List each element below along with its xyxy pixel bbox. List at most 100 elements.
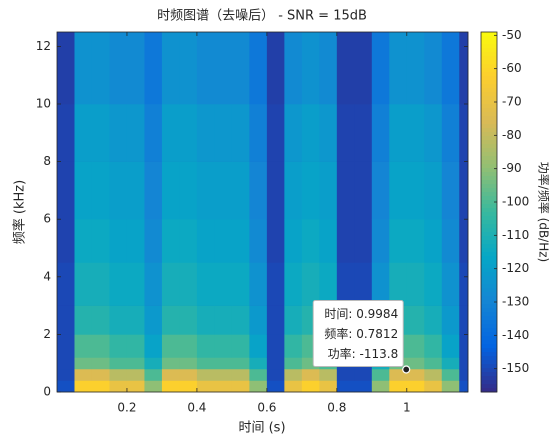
heatmap-cell: [231, 104, 250, 162]
heatmap-cell: [406, 334, 425, 358]
datatip-line: 功率: -113.8: [328, 346, 399, 361]
heatmap-cell: [109, 32, 128, 105]
heatmap-cell: [161, 104, 180, 162]
colorbar-segment: [481, 204, 497, 209]
colorbar-segment: [481, 336, 497, 341]
colorbar-segment: [481, 192, 497, 197]
colorbar-segment: [481, 252, 497, 257]
heatmap-cell: [231, 380, 250, 393]
colorbar-tick-label: -60: [502, 61, 522, 75]
heatmap-cell: [179, 104, 198, 162]
heatmap-cell: [319, 32, 338, 105]
colorbar-tick-label: -150: [502, 361, 529, 375]
heatmap-cell: [459, 262, 469, 306]
heatmap-cell: [179, 219, 198, 263]
heatmap-cell: [126, 262, 145, 306]
heatmap-cell: [196, 32, 215, 105]
heatmap-cell: [231, 161, 250, 220]
heatmap-cell: [179, 368, 198, 381]
heatmap-cell: [301, 32, 320, 105]
colorbar-segment: [481, 72, 497, 77]
colorbar-segment: [481, 120, 497, 125]
colorbar-segment: [481, 48, 497, 53]
heatmap-cell: [354, 32, 373, 105]
heatmap-cell: [179, 262, 198, 306]
heatmap-cell: [196, 104, 215, 162]
heatmap-cell: [284, 357, 303, 370]
colorbar-segment: [481, 116, 497, 121]
heatmap-cell: [91, 219, 110, 263]
x-tick-label: 0.8: [327, 401, 346, 415]
heatmap-cell: [319, 368, 338, 381]
heatmap-cell: [214, 368, 233, 381]
heatmap-cell: [57, 357, 75, 370]
heatmap-cell: [74, 334, 93, 358]
colorbar-segment: [481, 380, 497, 385]
colorbar-segment: [481, 32, 497, 37]
colorbar-segment: [481, 108, 497, 113]
heatmap-cell: [74, 219, 93, 263]
colorbar-segment: [481, 216, 497, 221]
datatip-box: [312, 300, 404, 368]
heatmap-cell: [126, 357, 145, 370]
heatmap-cell: [91, 380, 110, 393]
colorbar-segment: [481, 260, 497, 265]
colorbar-segment: [481, 292, 497, 297]
y-tick-label: 8: [43, 154, 51, 168]
colorbar-segment: [481, 40, 497, 45]
heatmap-cell: [371, 219, 390, 263]
heatmap-cell: [214, 262, 233, 306]
colorbar-segment: [481, 176, 497, 181]
heatmap-cell: [74, 368, 93, 381]
heatmap-cell: [406, 305, 425, 335]
heatmap-cell: [266, 368, 285, 381]
colorbar-frame: [480, 31, 498, 393]
heatmap-cell: [424, 32, 443, 105]
datatip-marker: [402, 365, 411, 374]
heatmap-cell: [284, 262, 303, 306]
colorbar-segment: [481, 160, 497, 165]
datatip-line: 时间: 0.9984: [324, 307, 398, 321]
heatmap-cell: [249, 32, 268, 105]
heatmap-cell: [354, 380, 373, 393]
heatmap-cell: [266, 32, 285, 105]
heatmap-cell: [57, 161, 75, 220]
heatmap-cell: [441, 305, 460, 335]
heatmap-cell: [406, 380, 425, 393]
heatmap-cell: [144, 219, 163, 263]
heatmap-cell: [214, 32, 233, 105]
heatmap-cell: [144, 357, 163, 370]
heatmap-cell: [336, 161, 355, 220]
heatmap-cell: [196, 161, 215, 220]
heatmap-cell: [126, 32, 145, 105]
heatmap-cell: [231, 305, 250, 335]
heatmap-cell: [424, 368, 443, 381]
heatmap-cell: [319, 380, 338, 393]
colorbar-segment: [481, 184, 497, 189]
heatmap-cell: [231, 32, 250, 105]
y-tick-label: 6: [43, 212, 51, 226]
heatmap-cell: [74, 161, 93, 220]
colorbar-segment: [481, 256, 497, 261]
colorbar-segment: [481, 124, 497, 129]
heatmap-cell: [91, 305, 110, 335]
heatmap-cell: [371, 161, 390, 220]
heatmap-cell: [459, 368, 469, 381]
colorbar-segment: [481, 112, 497, 117]
heatmap-cell: [389, 380, 408, 393]
heatmap-cell: [249, 305, 268, 335]
colorbar-segment: [481, 308, 497, 313]
heatmap-cell: [109, 357, 128, 370]
heatmap-cell: [196, 368, 215, 381]
heatmap-cell: [144, 262, 163, 306]
heatmap-cell: [371, 262, 390, 306]
colorbar-tick-label: -70: [502, 95, 522, 109]
heatmap-cell: [459, 219, 469, 263]
colorbar-segment: [481, 368, 497, 373]
colorbar-segment: [481, 276, 497, 281]
heatmap-cell: [406, 368, 425, 381]
heatmap-cell: [284, 380, 303, 393]
colorbar-segment: [481, 180, 497, 185]
colorbar-segment: [481, 64, 497, 69]
heatmap-cell: [109, 262, 128, 306]
